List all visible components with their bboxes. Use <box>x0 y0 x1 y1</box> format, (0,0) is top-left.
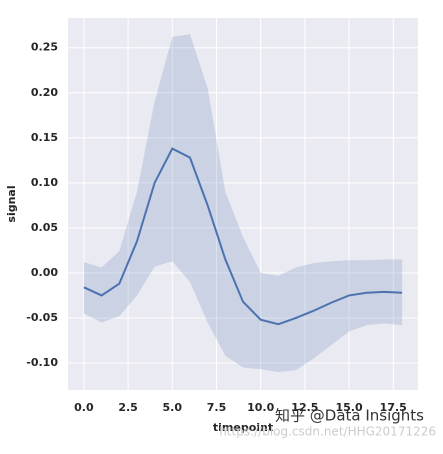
y-tick-label: 0.25 <box>31 41 58 54</box>
x-tick-label: 12.5 <box>291 401 318 414</box>
y-tick-label: 0.00 <box>31 266 58 279</box>
watermark: https://blog.csdn.net/HHG20171226 <box>219 425 436 439</box>
x-tick-label: 15.0 <box>335 401 362 414</box>
confidence-band <box>83 34 403 372</box>
y-tick-label: -0.05 <box>26 311 58 324</box>
x-tick-label: 7.5 <box>207 401 227 414</box>
y-tick-label: 0.10 <box>31 176 58 189</box>
line <box>83 147 403 326</box>
x-tick-label: 5.0 <box>163 401 183 414</box>
plot-area <box>68 18 418 390</box>
y-tick-label: 0.20 <box>31 86 58 99</box>
x-axis-label: timepoint <box>213 421 273 434</box>
x-tick-label: 2.5 <box>118 401 138 414</box>
x-tick-label: 10.0 <box>247 401 274 414</box>
y-tick-label: 0.15 <box>31 131 58 144</box>
watermark: 知乎 @Data Insights <box>275 407 424 425</box>
y-tick-label: -0.10 <box>26 356 58 369</box>
y-axis-label: signal <box>5 185 18 222</box>
y-tick-label: 0.05 <box>31 221 58 234</box>
x-tick-label: 0.0 <box>74 401 94 414</box>
x-tick-label: 17.5 <box>380 401 407 414</box>
